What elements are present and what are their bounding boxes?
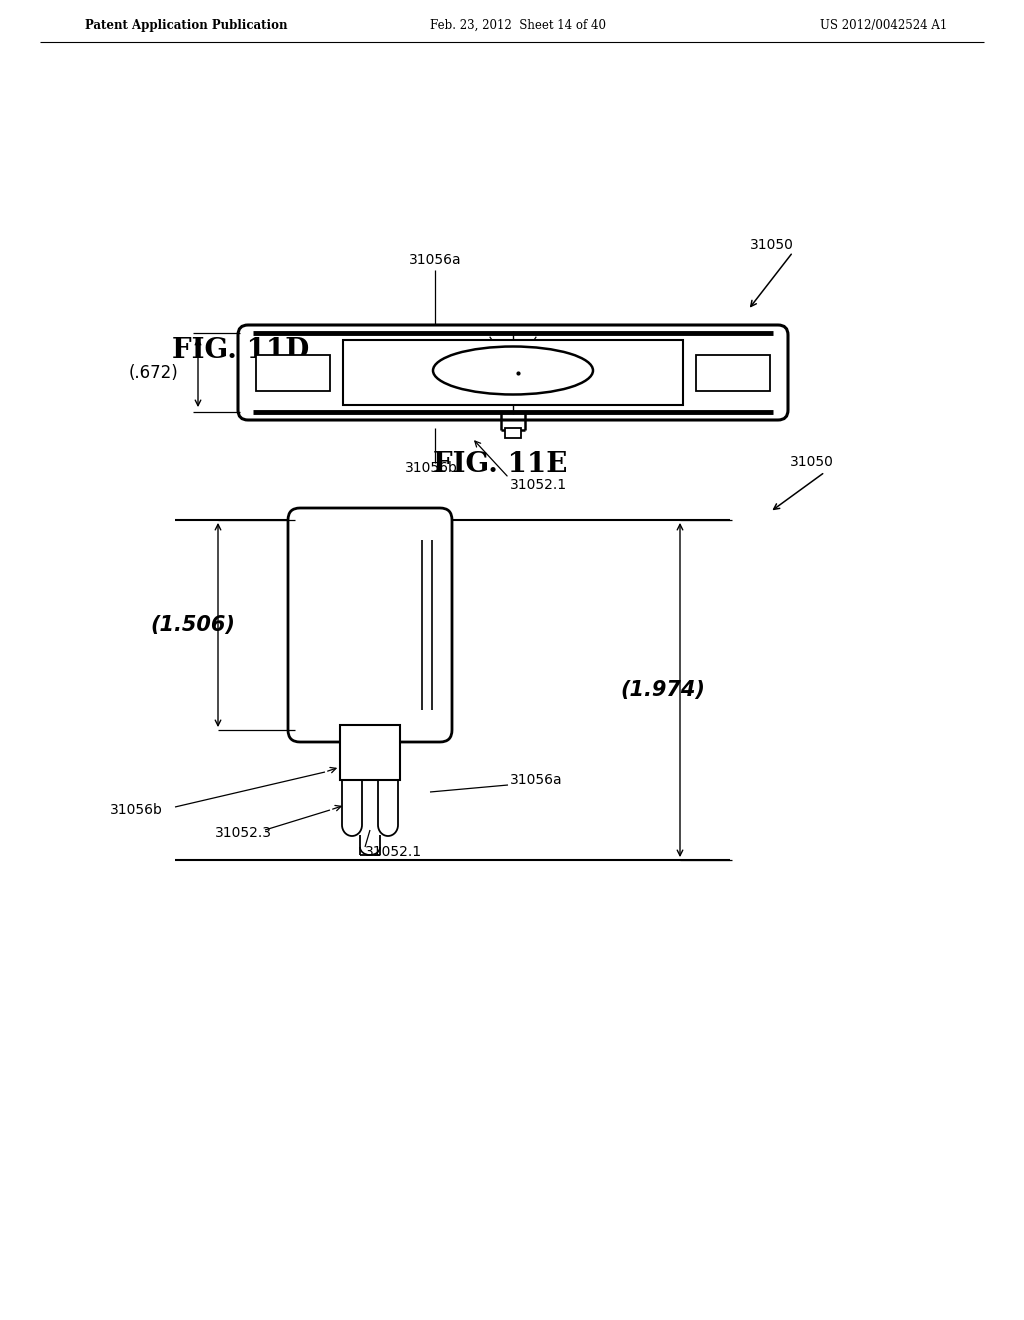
Text: Patent Application Publication: Patent Application Publication xyxy=(85,18,288,32)
FancyBboxPatch shape xyxy=(238,325,788,420)
FancyBboxPatch shape xyxy=(288,508,452,742)
Bar xyxy=(340,725,400,780)
Text: FIG. 11E: FIG. 11E xyxy=(433,451,567,479)
Bar xyxy=(505,428,521,438)
Text: 31052.3: 31052.3 xyxy=(215,826,272,840)
Bar xyxy=(256,355,330,391)
Text: 31056b: 31056b xyxy=(110,803,163,817)
Text: 31050: 31050 xyxy=(790,455,834,469)
Text: 31052.1: 31052.1 xyxy=(365,845,422,859)
Text: 31056a: 31056a xyxy=(510,774,562,787)
Bar xyxy=(696,355,770,391)
Text: 31052.1: 31052.1 xyxy=(510,478,567,492)
Bar xyxy=(343,341,683,405)
Ellipse shape xyxy=(433,346,593,395)
Text: (.672): (.672) xyxy=(128,363,178,381)
Text: (1.506): (1.506) xyxy=(150,615,234,635)
Text: 31056b: 31056b xyxy=(406,461,458,475)
Text: US 2012/0042524 A1: US 2012/0042524 A1 xyxy=(820,18,947,32)
Text: 31050: 31050 xyxy=(750,238,794,252)
Text: 31056a: 31056a xyxy=(409,253,462,267)
Text: Feb. 23, 2012  Sheet 14 of 40: Feb. 23, 2012 Sheet 14 of 40 xyxy=(430,18,606,32)
Text: (1.974): (1.974) xyxy=(620,680,705,700)
Text: FIG. 11D: FIG. 11D xyxy=(172,337,309,363)
